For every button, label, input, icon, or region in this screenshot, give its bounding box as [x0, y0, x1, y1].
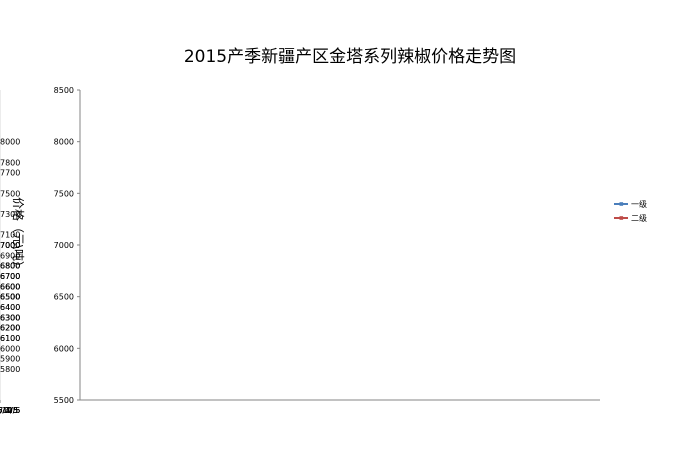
data-labels: 6700660065006200610061006300640065006700…: [0, 138, 20, 374]
data-label: 6600: [0, 282, 20, 291]
y-tick-label: 8000: [54, 138, 74, 147]
data-label: 6200: [0, 324, 20, 333]
data-label: 5800: [0, 365, 20, 374]
x-tick-label: 2016/2/5: [0, 406, 18, 415]
chart-title: 2015产季新疆产区金塔系列辣椒价格走势图: [184, 47, 516, 67]
data-label: 7000: [0, 241, 20, 250]
data-label: 6500: [0, 293, 20, 302]
y-axis-label: 价格（元\吨）: [11, 197, 26, 273]
data-label: 6300: [0, 313, 20, 322]
data-label: 6700: [0, 272, 20, 281]
data-label: 6900: [0, 251, 20, 260]
x-axis-ticks: 2015/10/52015/11/52015/12/52016/1/52016/…: [0, 400, 21, 415]
data-label: 6500: [0, 293, 20, 302]
data-label: 7800: [0, 158, 20, 167]
y-tick-label: 6000: [54, 344, 74, 353]
x-tick-label: 2015/10/5: [0, 406, 21, 415]
data-label: 6700: [0, 272, 20, 281]
data-label: 6000: [0, 344, 20, 353]
axes: [79, 90, 600, 401]
y-tick-label: 6500: [54, 293, 74, 302]
data-label: 6500: [0, 293, 20, 302]
data-label: 7500: [0, 189, 20, 198]
data-label: 6600: [0, 282, 20, 291]
data-label: 6200: [0, 324, 20, 333]
data-label: 6500: [0, 293, 20, 302]
x-tick-label: 2016/4/5: [0, 406, 18, 415]
data-label: 6400: [0, 303, 20, 312]
legend-label: 一级: [631, 199, 647, 209]
x-tick-label: 2016/1/5: [0, 406, 18, 415]
legend-label: 二级: [631, 213, 647, 223]
data-label: 7100: [0, 231, 20, 240]
x-tick-label: 2015/11/5: [0, 406, 21, 415]
x-tick-label: 2016/3/5: [0, 406, 18, 415]
data-label: 6300: [0, 313, 20, 322]
data-label: 6300: [0, 313, 20, 322]
data-label: 5900: [0, 355, 20, 364]
data-label: 7000: [0, 241, 20, 250]
legend-swatch-marker: [619, 216, 624, 220]
data-label: 6600: [0, 282, 20, 291]
data-label: 6400: [0, 303, 20, 312]
y-tick-label: 7000: [54, 241, 74, 250]
y-axis-ticks: 5500 6000 6500 7000 7500 8000 8500: [54, 86, 80, 405]
data-label: 6800: [0, 262, 20, 271]
data-label: 6100: [0, 334, 20, 343]
y-tick-label: 5500: [54, 396, 74, 405]
data-label: 6800: [0, 262, 20, 271]
data-label: 7000: [0, 241, 20, 250]
data-label: 6100: [0, 334, 20, 343]
data-label: 6800: [0, 262, 20, 271]
data-label: 8000: [0, 138, 20, 147]
data-label: 6200: [0, 324, 20, 333]
data-label: 7700: [0, 169, 20, 178]
x-tick-label: 2015/12/5: [0, 406, 21, 415]
y-tick-label: 8500: [54, 86, 74, 95]
data-label: 7300: [0, 210, 20, 219]
y-tick-label: 7500: [54, 189, 74, 198]
data-label: 6700: [0, 272, 20, 281]
legend-swatch-marker: [619, 202, 624, 206]
